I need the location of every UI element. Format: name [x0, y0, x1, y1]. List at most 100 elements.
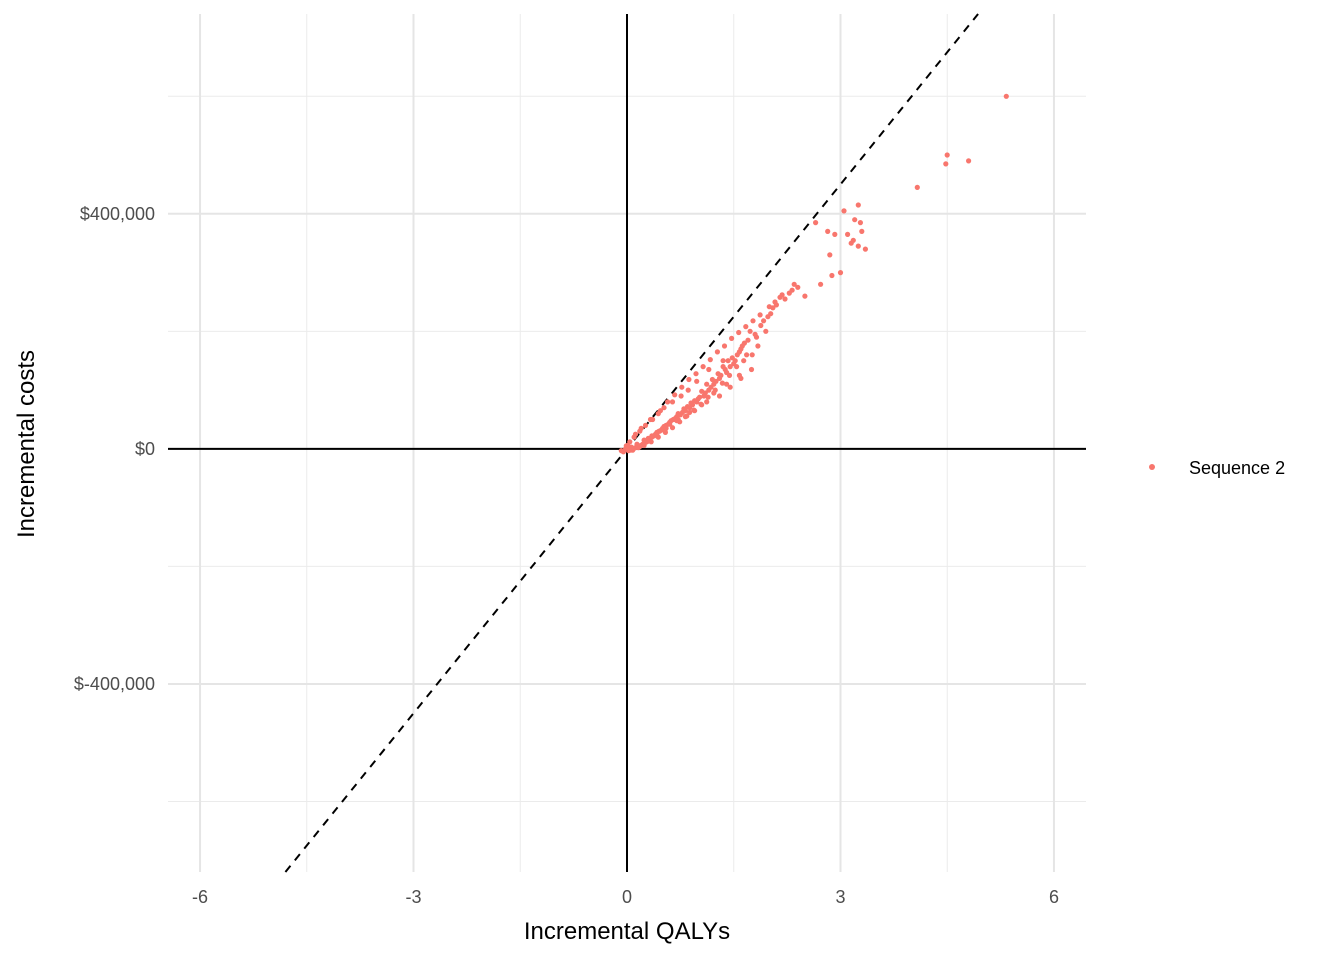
- data-point: [741, 358, 747, 364]
- data-point: [625, 442, 631, 448]
- data-point: [638, 425, 644, 431]
- data-point: [688, 400, 694, 406]
- x-axis-title: Incremental QALYs: [524, 918, 730, 945]
- data-point: [677, 419, 683, 425]
- legend-key-sequence-2: [1149, 464, 1155, 470]
- data-point: [720, 358, 726, 364]
- data-point: [665, 399, 671, 405]
- x-tick-label: -6: [192, 887, 208, 907]
- data-point: [855, 243, 861, 249]
- data-point: [729, 335, 735, 341]
- data-point: [772, 299, 778, 305]
- data-point: [748, 366, 755, 373]
- data-point: [832, 231, 838, 237]
- data-point: [648, 439, 654, 445]
- data-point: [758, 322, 764, 329]
- data-point: [727, 384, 733, 390]
- data-point: [635, 445, 642, 451]
- data-point: [779, 292, 785, 298]
- data-point: [715, 371, 721, 377]
- data-point: [641, 437, 647, 443]
- data-point: [709, 376, 716, 383]
- data-point: [701, 393, 707, 399]
- data-point: [789, 287, 795, 293]
- data-point: [647, 416, 654, 423]
- data-point: [744, 352, 750, 358]
- data-point: [706, 366, 712, 373]
- data-point: [679, 384, 685, 390]
- data-point: [669, 399, 676, 405]
- data-point: [686, 376, 692, 383]
- data-point: [705, 394, 711, 400]
- data-point: [745, 337, 751, 343]
- data-point: [657, 428, 663, 434]
- x-tick-label: 3: [835, 887, 845, 907]
- data-point: [791, 281, 797, 287]
- data-point: [720, 364, 726, 370]
- data-point: [825, 228, 831, 234]
- data-point: [714, 349, 721, 355]
- data-point: [698, 401, 704, 407]
- data-point: [829, 272, 835, 279]
- data-point: [716, 393, 723, 399]
- data-point: [827, 252, 833, 258]
- data-point: [914, 184, 920, 190]
- data-point: [618, 448, 624, 454]
- data-point: [693, 371, 699, 377]
- data-point: [841, 208, 847, 214]
- data-point: [845, 231, 851, 237]
- data-point: [852, 217, 858, 223]
- data-point: [684, 413, 690, 419]
- data-point: [704, 399, 710, 405]
- y-axis-tick-labels: $-400,000 $0 $400,000: [74, 204, 155, 694]
- data-point: [763, 328, 769, 334]
- data-point: [750, 318, 756, 324]
- data-point: [966, 158, 972, 164]
- y-tick-label: $400,000: [80, 204, 155, 224]
- data-point: [755, 343, 761, 349]
- data-point: [678, 393, 684, 399]
- data-point: [736, 329, 742, 336]
- data-point: [726, 372, 733, 378]
- data-point: [649, 433, 655, 439]
- data-point: [630, 447, 636, 453]
- data-point: [761, 318, 767, 324]
- data-point: [729, 355, 735, 361]
- data-point: [662, 429, 669, 435]
- data-point: [727, 364, 733, 370]
- data-point: [743, 324, 749, 330]
- data-point: [1003, 93, 1009, 99]
- data-point: [944, 152, 950, 158]
- y-axis-title: Incremental costs: [13, 350, 40, 538]
- data-point: [747, 328, 753, 334]
- data-point: [712, 387, 718, 393]
- data-point: [837, 270, 844, 276]
- y-tick-label: $0: [135, 439, 155, 459]
- x-tick-label: 6: [1049, 887, 1059, 907]
- data-point: [657, 408, 664, 414]
- data-point: [766, 304, 772, 310]
- y-tick-label: $-400,000: [74, 674, 155, 694]
- data-point: [669, 425, 676, 431]
- data-point: [943, 161, 949, 167]
- data-point: [813, 220, 819, 226]
- data-point: [632, 431, 639, 437]
- data-point: [724, 381, 730, 387]
- data-point: [685, 387, 691, 393]
- data-point: [749, 352, 755, 358]
- scatter-points: [618, 93, 1009, 455]
- x-tick-label: 0: [622, 887, 632, 907]
- data-point: [719, 380, 726, 386]
- data-point: [706, 387, 712, 393]
- data-point: [642, 422, 649, 428]
- data-point: [757, 312, 763, 318]
- data-point: [782, 296, 788, 302]
- legend-label-sequence-2: Sequence 2: [1189, 458, 1285, 478]
- data-point: [694, 378, 700, 384]
- data-point: [855, 202, 861, 208]
- data-point: [704, 381, 710, 387]
- data-point: [707, 357, 713, 363]
- data-point: [672, 392, 678, 398]
- data-point: [721, 343, 728, 349]
- data-point: [753, 334, 760, 340]
